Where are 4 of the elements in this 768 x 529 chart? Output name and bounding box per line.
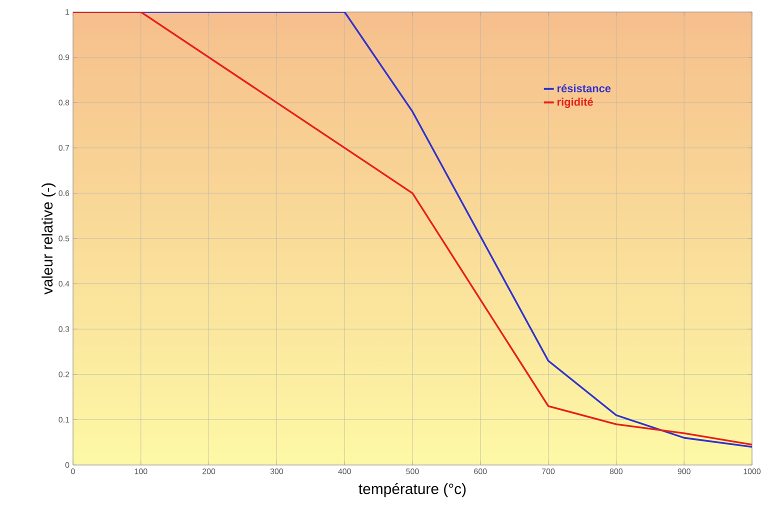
legend-label: rigidité [558,98,593,108]
x-axis-title: température (°c) [358,483,466,498]
y-axis-title: valeur relative (-) [42,183,56,295]
legend-label: résistance [558,84,611,92]
